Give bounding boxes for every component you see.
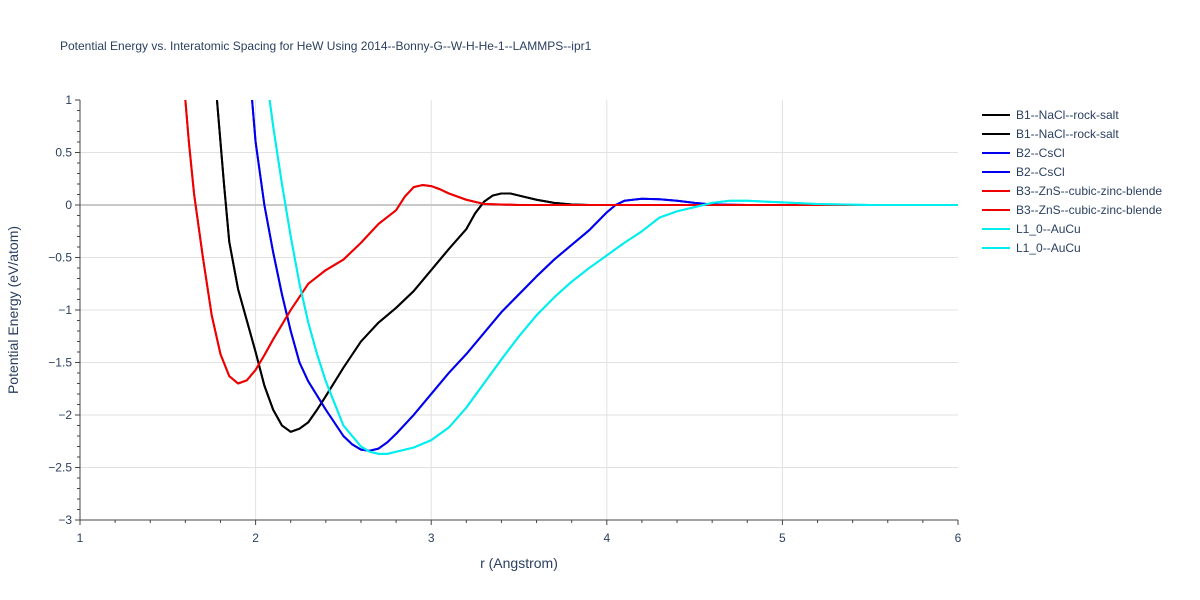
legend-label: B3--ZnS--cubic-zinc-blende — [1016, 184, 1162, 198]
x-tick-label: 2 — [252, 531, 259, 545]
axes: 1 2 3 4 5 6 1 0.5 0 −0.5 −1 −1.5 −2 −2.5 −3 — [48, 93, 961, 545]
legend-label: B2--CsCl — [1016, 165, 1065, 179]
series-line — [268, 100, 958, 455]
legend-label: B1--NaCl--rock-salt — [1016, 127, 1119, 141]
y-tick-label: −3 — [58, 513, 72, 527]
y-tick-label: −2 — [58, 408, 72, 422]
legend-label: L1_0--AuCu — [1016, 222, 1081, 236]
x-axis-title: r (Angstrom) — [480, 555, 558, 571]
legend: B1--NaCl--rock-salt B1--NaCl--rock-salt B2… — [982, 108, 1162, 255]
y-tick-label: −2.5 — [48, 461, 72, 475]
series-line — [251, 100, 958, 452]
y-tick-label: 0 — [65, 198, 72, 212]
x-tick-label: 4 — [603, 531, 610, 545]
x-tick-label: 6 — [955, 531, 962, 545]
chart-title: Potential Energy vs. Interatomic Spacing… — [60, 39, 592, 53]
y-axis-title: Potential Energy (eV/atom) — [5, 226, 21, 394]
y-tick-label: 1 — [65, 93, 72, 107]
legend-label: L1_0--AuCu — [1016, 241, 1081, 255]
x-tick-label: 5 — [779, 531, 786, 545]
legend-label: B2--CsCl — [1016, 146, 1065, 160]
y-tick-label: 0.5 — [55, 146, 72, 160]
series-line — [184, 100, 958, 385]
plot-area — [184, 100, 958, 455]
series-line — [184, 100, 958, 385]
legend-label: B3--ZnS--cubic-zinc-blende — [1016, 203, 1162, 217]
x-tick-label: 1 — [77, 531, 84, 545]
y-tick-label: −1 — [58, 303, 72, 317]
x-tick-label: 3 — [428, 531, 435, 545]
series-line — [215, 100, 958, 433]
legend-label: B1--NaCl--rock-salt — [1016, 108, 1119, 122]
series-line — [268, 100, 958, 455]
y-tick-label: −0.5 — [48, 251, 72, 265]
y-tick-label: −1.5 — [48, 356, 72, 370]
series-line — [215, 100, 958, 433]
